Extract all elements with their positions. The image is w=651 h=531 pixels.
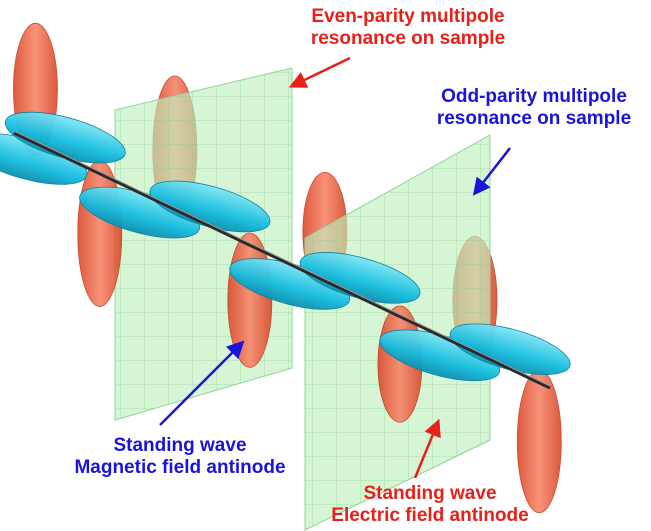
- odd-parity-label-line2: resonance on sample: [436, 108, 632, 129]
- magnetic-field-lobe: [149, 180, 271, 233]
- odd-parity-label: Odd-parity multipole resonance on sample: [404, 86, 651, 130]
- standing-wave-fields-front: [0, 111, 571, 514]
- electric-antinode-label-line2: Electric field antinode: [331, 505, 529, 526]
- even-parity-label-line2: resonance on sample: [310, 28, 506, 49]
- electric-antinode-label-line1: Standing wave: [363, 483, 497, 504]
- arrow-electric-antinode: [413, 418, 441, 479]
- sample-plane-even-parity: [114, 67, 293, 421]
- magnetic-field-lobe: [4, 111, 126, 164]
- even-parity-label: Even-parity multipole resonance on sampl…: [258, 6, 558, 50]
- magnetic-field-lobe: [449, 323, 571, 376]
- arrow-even-parity: [288, 56, 351, 88]
- magnetic-antinode-label: Standing wave Magnetic field antinode: [50, 435, 310, 479]
- magnetic-antinode-label-line1: Standing wave: [113, 435, 247, 456]
- even-parity-label-line1: Even-parity multipole: [311, 6, 505, 27]
- magnetic-antinode-label-line2: Magnetic field antinode: [74, 457, 286, 478]
- arrow-odd-parity: [472, 147, 511, 196]
- odd-parity-label-line1: Odd-parity multipole: [441, 86, 627, 107]
- propagation-axis: [13, 131, 551, 390]
- electric-antinode-label: Standing wave Electric field antinode: [300, 483, 560, 527]
- arrow-magnetic-antinode: [159, 340, 245, 426]
- magnetic-field-lobe: [299, 252, 421, 304]
